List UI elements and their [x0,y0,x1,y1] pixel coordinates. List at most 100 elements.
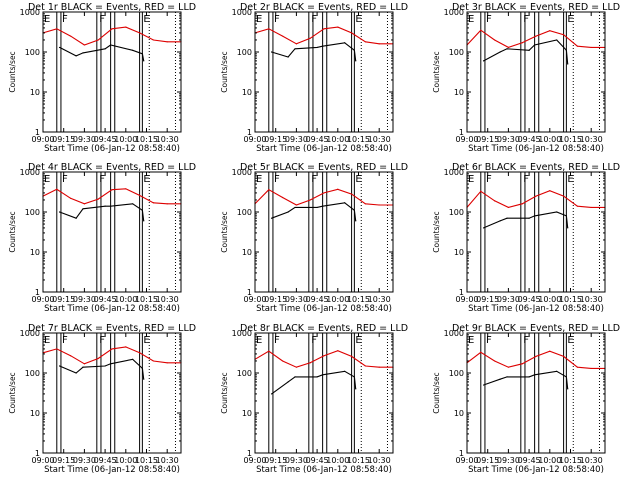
lld-point [139,352,141,354]
events-point [322,374,324,376]
x-tick-label: 10:15 [135,135,158,144]
x-tick-label: 09:30 [73,456,96,465]
events-point [565,376,567,378]
y-tick-label: 1 [35,128,40,137]
lld-point [152,360,154,362]
lld-point [535,355,537,358]
flag-label: E [468,335,474,346]
lld-point [494,200,496,202]
events-line [59,44,145,61]
y-tick-label: 10 [30,88,40,97]
x-tick-label: 09:15 [476,135,499,144]
lld-point [97,198,99,200]
flag-label: F [99,14,105,25]
x-tick-label: 10:00 [538,295,561,304]
events-point [75,217,77,219]
events-point [141,53,143,55]
x-axis-label: Start Time (06-Jan-12 08:58:40) [44,144,180,154]
flag-label: F [99,335,105,346]
lld-point [507,46,509,49]
events-point [270,51,273,53]
x-tick-label: 10:15 [559,135,582,144]
lld-point [590,367,592,370]
x-tick-label: 10:30 [368,295,391,304]
flag-label: E [256,174,262,185]
events-point [534,44,536,46]
lld-point [576,45,579,47]
lld-point [378,204,380,206]
x-tick-label: 09:15 [476,295,499,304]
x-tick-label: 10:00 [114,295,137,304]
x-tick-label: 09:45 [518,295,541,304]
y-tick-label: 100 [25,208,40,217]
y-tick-label: 1000 [444,168,464,177]
flag-label: F [62,14,68,25]
flag-label: F [62,335,68,346]
x-tick-label: 09:30 [285,456,308,465]
lld-point [70,197,72,199]
events-point [353,376,355,378]
flag-label: E [355,335,361,346]
flag-label: F [523,335,529,346]
events-point [316,46,318,49]
lld-point [56,188,58,190]
flag-label: E [468,14,474,25]
chart-title: Det 7r BLACK = Events, RED = LLD [28,323,196,334]
flag-label: F [486,14,492,25]
lld-point [282,35,284,37]
x-tick-label: 10:15 [347,295,370,304]
lld-point [268,350,270,352]
lld-point [351,193,353,195]
lld-point [378,43,380,45]
y-tick-label: 10 [454,248,464,257]
chart-title: Det 6r BLACK = Events, RED = LLD [452,162,620,173]
events-point [132,49,134,51]
x-tick-label: 10:00 [114,135,137,144]
chart-title: Det 1r BLACK = Events, RED = LLD [28,2,196,13]
events-point [110,363,112,365]
x-tick-label: 10:30 [156,135,179,144]
events-point [353,209,355,211]
x-tick-label: 09:45 [518,456,541,465]
events-point [534,215,536,217]
y-axis-label: Counts/sec [220,372,229,413]
lld-point [494,360,496,362]
flag-label: F [486,335,492,346]
y-tick-label: 10 [454,88,464,97]
events-point [322,205,324,207]
lld-point [521,42,523,44]
events-point [58,365,61,367]
events-line [59,358,145,380]
events-point [528,217,530,219]
lld-point [549,30,551,32]
x-tick-label: 09:15 [264,295,287,304]
x-tick-label: 09:00 [455,135,478,144]
lld-point [111,189,113,191]
lld-point [70,35,72,37]
flag-label: E [256,335,262,346]
x-tick-label: 09:00 [31,456,54,465]
y-axis-label: Counts/sec [8,211,17,252]
plot-frame [42,332,182,454]
events-point [75,55,77,57]
events-point [141,367,143,370]
lld-point [351,355,353,358]
events-point [344,42,346,44]
lld-point [576,205,579,207]
y-tick-label: 1 [247,128,252,137]
events-point [322,45,324,47]
x-tick-label: 09:15 [264,456,287,465]
y-axis-label: Counts/sec [432,211,441,252]
lld-point [309,199,311,201]
events-point [104,205,106,207]
events-point [58,46,61,49]
events-point [82,366,84,368]
y-tick-label: 1000 [20,168,40,177]
x-tick-label: 09:00 [31,295,54,304]
events-point [82,208,84,210]
y-tick-label: 1 [35,449,40,458]
events-point [143,378,145,380]
flag-label: E [143,335,149,346]
